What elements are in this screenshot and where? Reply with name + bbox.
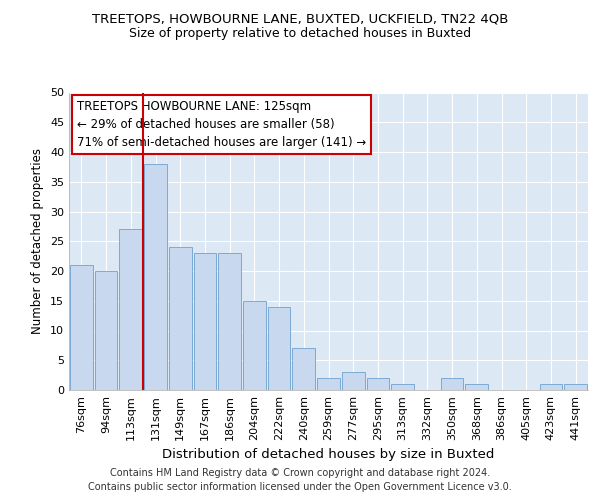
- Bar: [342, 372, 365, 390]
- Bar: [243, 300, 266, 390]
- Bar: [218, 253, 241, 390]
- Bar: [317, 378, 340, 390]
- Y-axis label: Number of detached properties: Number of detached properties: [31, 148, 44, 334]
- Bar: [367, 378, 389, 390]
- X-axis label: Distribution of detached houses by size in Buxted: Distribution of detached houses by size …: [163, 448, 494, 462]
- Bar: [441, 378, 463, 390]
- Bar: [95, 271, 118, 390]
- Bar: [539, 384, 562, 390]
- Bar: [194, 253, 216, 390]
- Bar: [466, 384, 488, 390]
- Bar: [391, 384, 414, 390]
- Bar: [119, 230, 142, 390]
- Bar: [268, 306, 290, 390]
- Bar: [292, 348, 315, 390]
- Text: Size of property relative to detached houses in Buxted: Size of property relative to detached ho…: [129, 28, 471, 40]
- Bar: [144, 164, 167, 390]
- Bar: [169, 247, 191, 390]
- Text: TREETOPS, HOWBOURNE LANE, BUXTED, UCKFIELD, TN22 4QB: TREETOPS, HOWBOURNE LANE, BUXTED, UCKFIE…: [92, 12, 508, 26]
- Text: TREETOPS HOWBOURNE LANE: 125sqm
← 29% of detached houses are smaller (58)
71% of: TREETOPS HOWBOURNE LANE: 125sqm ← 29% of…: [77, 100, 366, 149]
- Text: Contains HM Land Registry data © Crown copyright and database right 2024.
Contai: Contains HM Land Registry data © Crown c…: [88, 468, 512, 492]
- Bar: [70, 265, 93, 390]
- Bar: [564, 384, 587, 390]
